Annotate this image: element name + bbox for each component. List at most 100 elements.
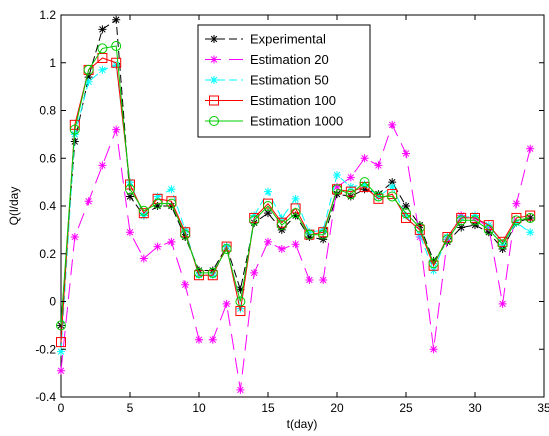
data-point <box>319 276 328 285</box>
data-point <box>222 299 231 308</box>
data-point <box>235 306 246 317</box>
data-point <box>373 193 384 204</box>
data-point <box>153 202 162 210</box>
data-point <box>318 227 329 238</box>
data-point <box>98 65 107 74</box>
data-point <box>360 185 369 194</box>
data-point <box>208 335 217 344</box>
data-point <box>97 52 108 63</box>
data-point <box>402 149 410 158</box>
data-point <box>84 77 93 86</box>
data-point <box>236 285 245 294</box>
data-point <box>360 180 369 189</box>
data-point <box>57 347 65 356</box>
data-point <box>470 215 480 226</box>
legend-entry: Estimation 100 <box>205 93 336 108</box>
data-point <box>221 241 232 252</box>
y-tick-label: 0 <box>49 295 56 309</box>
data-point <box>57 366 65 375</box>
data-point <box>153 192 162 201</box>
data-point <box>525 212 536 223</box>
y-tick-label: 0.6 <box>39 151 56 165</box>
y-tick-label: 0.8 <box>39 104 56 118</box>
legend-marker <box>210 55 218 64</box>
data-point <box>456 215 467 226</box>
data-point <box>526 144 535 153</box>
data-point <box>111 41 122 52</box>
data-point <box>264 209 272 218</box>
y-tick-label: 0.4 <box>39 199 56 213</box>
data-point <box>236 385 245 394</box>
data-point <box>221 243 232 254</box>
legend-marker <box>209 116 219 126</box>
data-point <box>125 184 135 195</box>
data-point <box>180 227 191 238</box>
data-point <box>456 212 467 223</box>
data-point <box>484 228 493 237</box>
y-tick-label: 1.2 <box>39 8 56 22</box>
data-point <box>414 224 425 235</box>
data-point <box>457 223 466 232</box>
data-point <box>402 211 410 220</box>
series-layer <box>56 15 536 394</box>
series-estimation-1000 <box>56 41 536 331</box>
data-point <box>276 220 287 231</box>
data-point <box>98 161 107 170</box>
data-point <box>497 239 508 250</box>
data-point <box>305 228 314 237</box>
legend-label: Estimation 100 <box>250 93 336 108</box>
data-point <box>138 205 149 216</box>
data-point <box>84 73 93 82</box>
data-point <box>305 233 314 242</box>
data-point <box>112 125 121 134</box>
data-point <box>497 236 508 247</box>
data-point <box>402 202 410 210</box>
data-point <box>414 222 425 233</box>
data-point <box>249 215 260 226</box>
data-point <box>153 242 162 251</box>
x-tick-label: 35 <box>537 401 549 415</box>
data-point <box>264 187 272 196</box>
data-point <box>374 161 383 170</box>
data-point <box>511 212 522 223</box>
x-axis-label: t(day) <box>287 417 318 431</box>
data-point <box>290 208 301 219</box>
series-line <box>60 45 531 326</box>
legend: Experimental Estimation 20 Estimation 50 Es… <box>197 24 371 138</box>
data-point <box>112 15 121 24</box>
x-tick-label: 15 <box>261 401 275 415</box>
data-point <box>512 199 521 208</box>
data-point <box>346 173 355 182</box>
y-axis-label: Q(l/day <box>7 187 21 226</box>
data-point <box>98 25 107 34</box>
data-point <box>250 268 259 277</box>
x-tick-label: 30 <box>468 401 482 415</box>
data-point <box>333 182 341 191</box>
legend-label: Estimation 1000 <box>250 114 343 129</box>
data-point <box>111 57 122 68</box>
legend-marker <box>210 35 218 43</box>
data-point <box>69 124 80 135</box>
data-point <box>428 258 439 269</box>
data-point <box>373 191 384 202</box>
data-point <box>180 229 191 240</box>
data-point <box>194 267 204 278</box>
data-point <box>126 192 134 201</box>
x-tick-label: 5 <box>127 401 134 415</box>
data-point <box>305 276 314 285</box>
data-point <box>277 244 286 253</box>
data-point <box>333 170 341 179</box>
data-point <box>139 254 148 263</box>
legend-entry: Experimental <box>205 32 326 47</box>
series-line <box>60 123 531 390</box>
legend-entry: Estimation 1000 <box>205 114 343 129</box>
legend-box <box>197 24 371 138</box>
data-point <box>207 270 218 281</box>
y-tick-label: 0.2 <box>39 247 56 261</box>
data-point <box>360 154 369 163</box>
data-point <box>388 182 397 191</box>
data-point <box>207 267 218 278</box>
y-tick-label: -0.4 <box>35 390 56 404</box>
data-point <box>442 232 453 243</box>
